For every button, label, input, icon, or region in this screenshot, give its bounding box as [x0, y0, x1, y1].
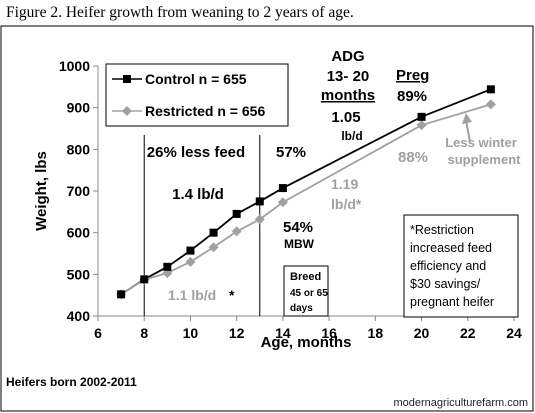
- winter-arrow-head: [462, 113, 472, 124]
- figure-caption: Figure 2. Heifer growth from weaning to …: [6, 4, 354, 21]
- legend-box: [105, 63, 289, 127]
- restricted-point: [416, 120, 427, 131]
- restriction-note: *Restriction increased feed efficiency a…: [403, 214, 519, 318]
- preg-control-value: 89%: [397, 88, 427, 105]
- late-adg-value: 1.19: [331, 176, 358, 192]
- x-tick-label: 20: [414, 325, 430, 341]
- x-tick-label: 22: [460, 325, 476, 341]
- y-axis-label: Weight, lbs: [33, 151, 50, 231]
- breed-box: Breed 45 or 65 days: [283, 265, 329, 317]
- control-point: [186, 246, 195, 255]
- y-tick-label: 600: [67, 225, 91, 241]
- note-line-2: increased feed: [410, 241, 492, 255]
- preg-label: Preg: [396, 67, 429, 84]
- winter-arrow-shaft: [465, 119, 471, 143]
- series-line-restricted: [120, 103, 492, 296]
- legend-restricted-marker: [122, 106, 132, 116]
- control-point: [140, 275, 149, 284]
- adg-range: 13- 20: [327, 68, 370, 85]
- x-tick-label: 10: [183, 325, 199, 341]
- less-winter-line2: supplement: [448, 152, 522, 167]
- control-point: [255, 197, 264, 206]
- y-tick-label: 700: [67, 183, 91, 199]
- x-tick-label: 18: [368, 325, 384, 341]
- breed-line3: days: [290, 303, 313, 314]
- y-tick-label: 900: [67, 100, 91, 116]
- restriction-note-frame: [403, 214, 519, 318]
- restricted-adg-label: 1.1 lb/d: [168, 287, 216, 303]
- y-tick-label: 1000: [59, 58, 90, 74]
- x-tick-label: 8: [140, 325, 148, 341]
- restricted-adg-asterisk: *: [229, 287, 235, 303]
- breed-box-frame: [283, 265, 329, 317]
- x-axis-label: Age, months: [261, 334, 352, 351]
- control-adg-label: 1.4 lb/d: [172, 186, 224, 203]
- note-line-4: $30 savings/: [410, 277, 481, 291]
- legend-control-label: Control n = 655: [145, 71, 247, 87]
- restricted-point: [185, 256, 196, 267]
- control-point: [486, 85, 495, 94]
- breed-line2: 45 or 65: [290, 288, 328, 299]
- note-line-3: efficiency and: [410, 259, 486, 273]
- preg-restricted-value: 88%: [398, 149, 428, 166]
- control-point: [117, 290, 126, 299]
- series-line-control: [120, 88, 492, 296]
- note-line-5: pregnant heifer: [410, 295, 494, 309]
- control-point: [209, 228, 218, 237]
- adg-value: 1.05: [331, 109, 360, 126]
- x-tick-label: 16: [321, 325, 337, 341]
- chart-frame: [0, 25, 534, 412]
- legend-control-marker: [123, 75, 131, 83]
- x-ticks: 6 8 10 12 14 16 18 20 22 24: [94, 316, 522, 341]
- footnote: Heifers born 2002-2011: [6, 375, 137, 389]
- adg-unit: lb/d: [341, 129, 362, 143]
- x-tick-label: 6: [94, 325, 102, 341]
- adg-months: months: [321, 87, 375, 104]
- restricted-point: [485, 99, 496, 110]
- y-tick-label: 400: [67, 308, 91, 324]
- pct-54-label: 54%: [283, 219, 313, 236]
- control-point: [163, 262, 172, 271]
- legend-restricted-label: Restricted n = 656: [145, 103, 265, 119]
- x-tick-label: 14: [275, 325, 291, 341]
- legend: Control n = 655 Restricted n = 656: [105, 63, 289, 127]
- y-tick-label: 800: [67, 141, 91, 157]
- restricted-point: [277, 197, 288, 208]
- x-tick-label: 24: [506, 325, 522, 341]
- control-point: [417, 112, 426, 121]
- restricted-point: [254, 214, 265, 225]
- watermark: modernagriculturefarm.com: [394, 397, 529, 409]
- series-group: [116, 85, 496, 300]
- reference-lines: [143, 135, 261, 316]
- late-adg-unit: lb/d*: [331, 196, 362, 212]
- breed-line1: Breed: [290, 271, 321, 283]
- mbw-label: MBW: [284, 237, 315, 251]
- note-line-1: *Restriction: [410, 223, 474, 237]
- y-ticks: 400 500 600 700 800 900 1000: [59, 58, 98, 324]
- restricted-point: [208, 242, 219, 253]
- pct-57-label: 57%: [276, 144, 306, 161]
- x-tick-label: 12: [229, 325, 245, 341]
- less-winter-line1: Less winter: [445, 135, 517, 150]
- control-point: [278, 184, 287, 193]
- control-point: [232, 209, 241, 218]
- adg-title: ADG: [331, 48, 364, 65]
- less-feed-label: 26% less feed: [147, 144, 245, 161]
- y-tick-label: 500: [67, 266, 91, 282]
- restricted-point: [231, 226, 242, 237]
